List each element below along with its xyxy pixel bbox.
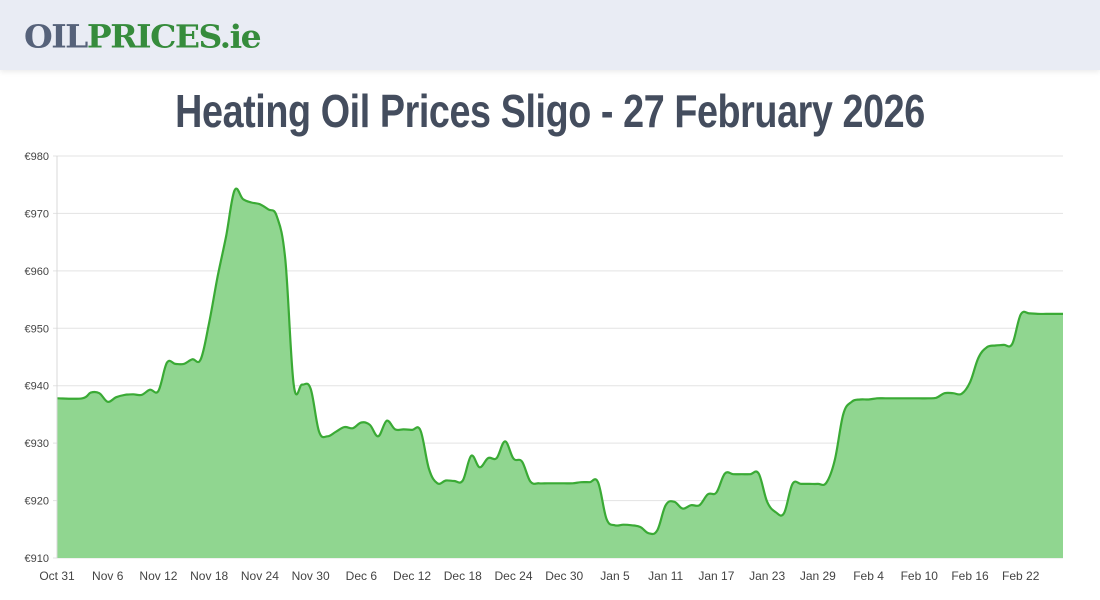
logo-text-oil: OIL [24, 18, 88, 56]
site-logo[interactable]: OILPRICES.ie [24, 18, 262, 56]
x-axis-labels: Oct 31 Nov 6 Nov 12 Nov 18 Nov 24 Nov 30 Dec 6… [39, 569, 1039, 583]
x-tick-label: Nov 30 [292, 569, 330, 583]
y-tick-label: €910 [25, 553, 49, 565]
site-header: OILPRICES.ie [0, 0, 1100, 70]
y-tick-label: €950 [25, 323, 49, 335]
x-tick-label: Jan 23 [749, 569, 785, 583]
x-tick-label: Dec 18 [444, 569, 482, 583]
x-tick-label: Dec 30 [545, 569, 583, 583]
price-area-fill [57, 188, 1063, 559]
x-tick-label: Feb 4 [853, 569, 884, 583]
x-tick-label: Nov 12 [139, 569, 177, 583]
x-tick-label: Dec 24 [494, 569, 532, 583]
x-tick-label: Feb 16 [951, 569, 989, 583]
price-line [56, 187, 1063, 536]
page-title: Heating Oil Prices Sligo - 27 February 2… [175, 85, 925, 137]
x-tick-label: Dec 6 [346, 569, 378, 583]
x-tick-label: Jan 29 [800, 569, 836, 583]
price-chart: €980 €970 €960 €950 €940 €930 €920 €910 Oct 31 N… [25, 151, 1063, 583]
x-tick-label: Feb 22 [1002, 569, 1040, 583]
y-tick-label: €920 [25, 496, 49, 508]
x-tick-label: Jan 17 [698, 569, 734, 583]
x-tick-label: Jan 5 [600, 569, 630, 583]
y-tick-label: €980 [25, 151, 49, 163]
x-tick-label: Nov 24 [241, 569, 279, 583]
x-tick-label: Feb 10 [901, 569, 939, 583]
y-tick-label: €930 [25, 438, 49, 450]
y-axis-labels: €980 €970 €960 €950 €940 €930 €920 €910 [25, 151, 49, 565]
x-tick-label: Nov 18 [190, 569, 228, 583]
x-tick-label: Nov 6 [92, 569, 124, 583]
y-tick-label: €970 [25, 208, 49, 220]
x-tick-label: Oct 31 [39, 569, 75, 583]
y-tick-label: €960 [25, 266, 49, 278]
logo-text-prices: PRICES.ie [86, 18, 262, 56]
x-tick-label: Dec 12 [393, 569, 431, 583]
x-tick-label: Jan 11 [648, 569, 683, 583]
y-tick-label: €940 [25, 381, 49, 393]
